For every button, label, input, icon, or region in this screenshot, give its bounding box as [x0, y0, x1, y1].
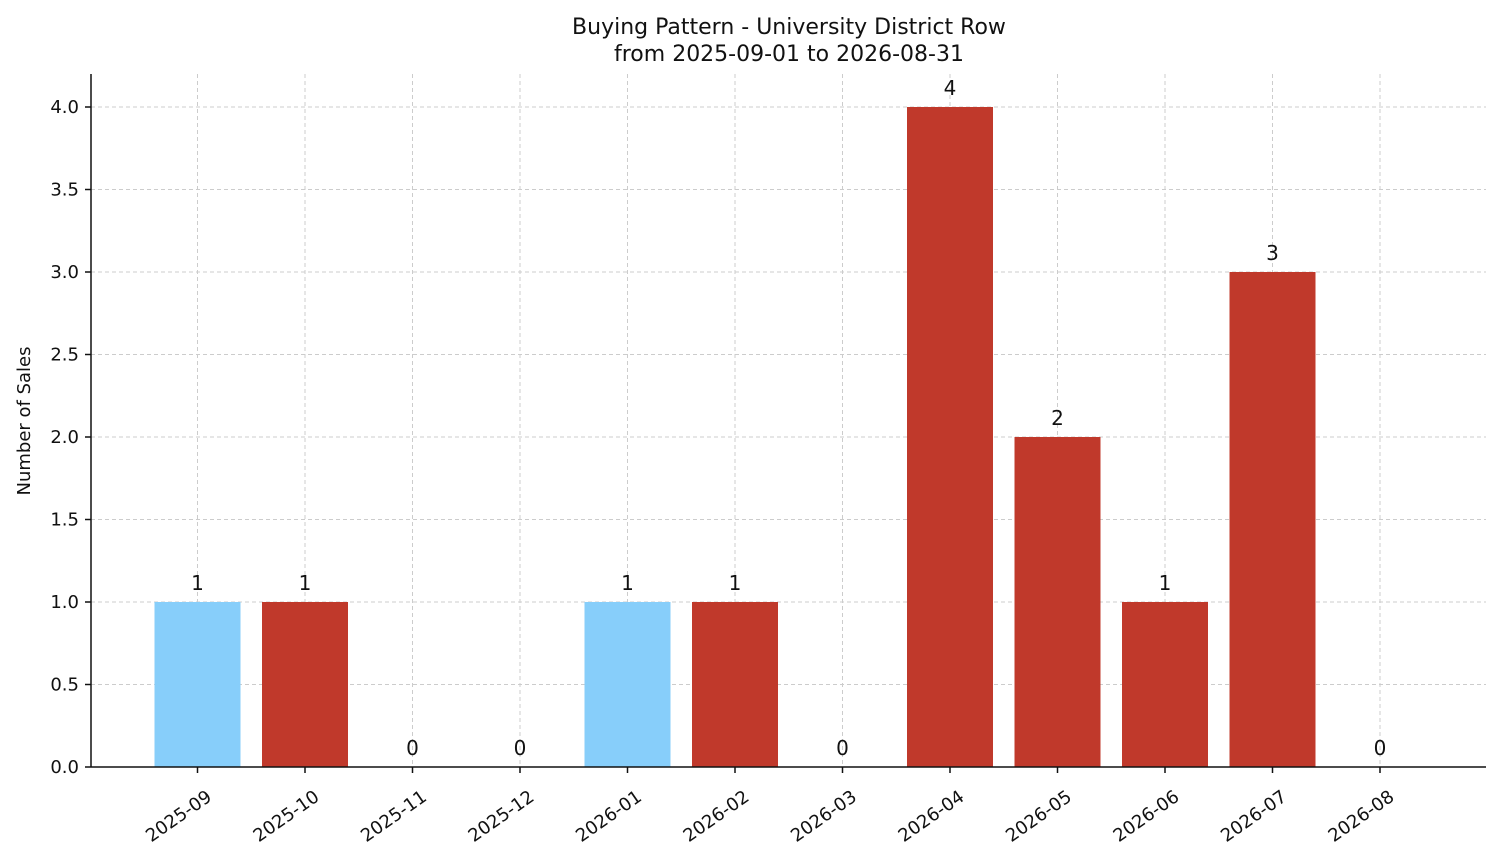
bar-2025-10 [262, 602, 348, 767]
data-label-2026-04: 4 [944, 76, 957, 100]
y-tick-label: 3.0 [50, 262, 79, 283]
x-tick-label-2025-12: 2025-12 [465, 786, 539, 846]
data-labels: 1 1 0 0 1 1 0 4 2 1 3 0 [191, 76, 1386, 760]
y-tick-label: 2.0 [50, 427, 79, 448]
data-label-2025-09: 1 [191, 571, 204, 595]
data-label-2026-01: 1 [621, 571, 634, 595]
x-tick-label-2026-02: 2026-02 [680, 786, 754, 846]
bar-2026-07 [1229, 272, 1316, 767]
data-label-2026-03: 0 [836, 736, 849, 760]
x-tick-label-2026-01: 2026-01 [572, 786, 646, 846]
bars [154, 107, 1316, 767]
x-tick-label-2026-05: 2026-05 [1002, 786, 1076, 846]
chart-title: Buying Pattern - University District Row [572, 15, 1006, 40]
x-tick-label-2026-03: 2026-03 [787, 786, 861, 846]
data-label-2026-07: 3 [1266, 241, 1279, 265]
x-tick-label-2025-11: 2025-11 [357, 786, 431, 846]
bar-2025-09 [154, 602, 241, 767]
x-tick-label-2026-06: 2026-06 [1110, 786, 1184, 846]
data-label-2026-08: 0 [1374, 736, 1387, 760]
chart-subtitle: from 2025-09-01 to 2026-08-31 [614, 42, 964, 67]
data-label-2025-12: 0 [514, 736, 527, 760]
bar-2026-01 [584, 602, 671, 767]
bar-2026-04 [907, 107, 993, 767]
data-label-2026-06: 1 [1159, 571, 1172, 595]
y-tick-label: 1.5 [50, 510, 79, 531]
data-label-2025-11: 0 [406, 736, 419, 760]
x-tick-label-2026-08: 2026-08 [1325, 786, 1399, 846]
y-tick-label: 4.0 [50, 97, 79, 118]
data-label-2025-10: 1 [299, 571, 312, 595]
x-tick-label-2026-04: 2026-04 [895, 786, 969, 846]
bar-2026-06 [1122, 602, 1208, 767]
bar-2026-02 [692, 602, 778, 767]
y-tick-label: 0.5 [50, 675, 79, 696]
y-axis-label: Number of Sales [14, 346, 35, 495]
x-tick-label-2025-09: 2025-09 [142, 786, 216, 846]
data-label-2026-05: 2 [1051, 406, 1064, 430]
y-tick-label: 2.5 [50, 345, 79, 366]
bar-2026-05 [1014, 437, 1101, 767]
y-tick-label: 3.5 [50, 180, 79, 201]
x-tick-label-2025-10: 2025-10 [250, 786, 324, 846]
data-label-2026-02: 1 [729, 571, 742, 595]
y-tick-label: 0.0 [50, 757, 79, 778]
x-tick-label-2026-07: 2026-07 [1217, 786, 1291, 846]
y-tick-label: 1.0 [50, 592, 79, 613]
